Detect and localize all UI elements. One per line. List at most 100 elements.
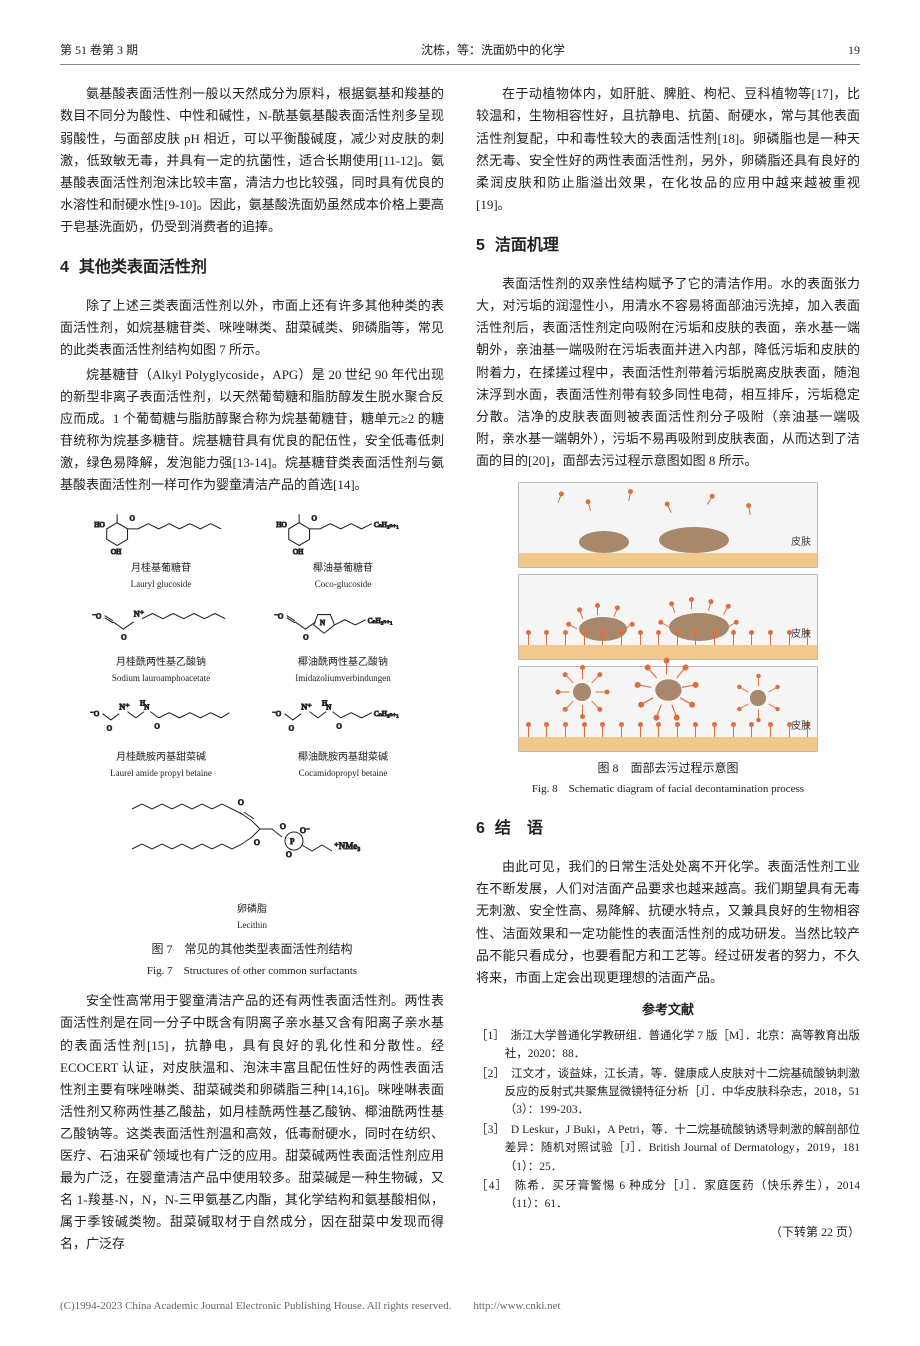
- right-column: 在于动植物体内，如肝脏、脾脏、枸杞、豆科植物等[17]，比较温和，生物相容性好，…: [476, 83, 860, 1257]
- references-list: ［1］ 浙江大学普通化学教研组．普通化学 7 版［M］．北京：高等教育出版社，2…: [476, 1027, 860, 1214]
- fig8-skin-label-3: 皮肤: [791, 718, 811, 735]
- chem-sketch-icon: ⁻O O N⁺: [78, 600, 244, 652]
- fig8-panel-1: 皮肤: [518, 482, 818, 568]
- chem-sketch-icon: HO O OH: [78, 506, 244, 558]
- fig7-struct-5: ⁻O O N⁺ H N O CₙH₂ₙ₊₁ 椰油酰胺丙基甜菜碱: [260, 695, 426, 781]
- fig7-struct-4: ⁻O O N⁺ H N O 月桂酰胺丙基甜菜碱 Laurel amide pro…: [78, 695, 244, 781]
- fig7-struct-6-cn: 卵磷脂: [78, 901, 426, 918]
- svg-text:CₙH₂ₙ₊₁: CₙH₂ₙ₊₁: [374, 521, 399, 529]
- fig8-panel-2: 皮肤: [518, 574, 818, 660]
- svg-text:N⁺: N⁺: [134, 610, 144, 619]
- page-header: 第 51 卷第 3 期 沈栋，等：洗面奶中的化学 19: [60, 40, 860, 65]
- fig7-struct-2: ⁻O O N⁺ 月桂酰两性基乙酸钠 Sodium lauroamphoaceta…: [78, 600, 244, 686]
- svg-text:N: N: [326, 703, 332, 711]
- fig8-schematic: 皮肤: [518, 482, 818, 752]
- section-4-heading: 4 其他类表面活性剂: [60, 254, 444, 281]
- page-footer: (C)1994-2023 China Academic Journal Elec…: [60, 1287, 860, 1316]
- fig8-skin: [519, 737, 817, 751]
- svg-text:CₙH₂ₙ₊₁: CₙH₂ₙ₊₁: [374, 709, 399, 717]
- svg-text:OH: OH: [293, 548, 304, 556]
- para-amphoteric: 安全性高常用于婴童清洁产品的还有两性表面活性剂。两性表面活性剂是在同一分子中既含…: [60, 990, 444, 1255]
- fig7-struct-6-en: Lecithin: [78, 918, 426, 933]
- svg-text:O: O: [155, 722, 160, 730]
- svg-text:O: O: [254, 838, 260, 847]
- fig7-caption-cn: 图 7 常见的其他类型表面活性剂结构: [60, 939, 444, 959]
- fig7-struct-2-en: Sodium lauroamphoacetate: [78, 671, 244, 686]
- fig8-caption-en: Fig. 8 Schematic diagram of facial decon…: [476, 780, 860, 799]
- svg-text:O: O: [238, 798, 244, 807]
- chem-sketch-icon: HO O CₙH₂ₙ₊₁ OH: [260, 506, 426, 558]
- svg-text:O: O: [121, 634, 126, 642]
- header-issue: 第 51 卷第 3 期: [60, 40, 138, 60]
- svg-text:⁺NMe₃: ⁺NMe₃: [334, 841, 360, 851]
- section-6-title: 结 语: [495, 820, 543, 837]
- chem-sketch-icon: ⁻O O N⁺ H N O CₙH₂ₙ₊₁: [260, 695, 426, 747]
- svg-text:O: O: [312, 515, 317, 523]
- fig7-struct-1: HO O CₙH₂ₙ₊₁ OH 椰油基葡糖苷 Coco-glucoside: [260, 506, 426, 592]
- fig8-skin: [519, 553, 817, 567]
- svg-text:⁻O: ⁻O: [92, 613, 101, 621]
- chem-sketch-icon: ⁻O O N CₙH₂ₙ₊₁: [260, 600, 426, 652]
- svg-text:O: O: [130, 515, 135, 523]
- svg-text:⁻O: ⁻O: [272, 709, 281, 717]
- section-4-title: 其他类表面活性剂: [79, 259, 207, 276]
- section-4-num: 4: [60, 259, 69, 276]
- fig8-skin-label-2: 皮肤: [791, 626, 811, 643]
- svg-text:OH: OH: [111, 548, 122, 556]
- left-column: 氨基酸表面活性剂一般以天然成分为原料，根据氨基和羧基的数目不同分为酸性、中性和碱…: [60, 83, 444, 1257]
- svg-text:N: N: [144, 703, 150, 711]
- svg-text:N⁺: N⁺: [119, 702, 129, 711]
- section-5-heading: 5 洁面机理: [476, 232, 860, 259]
- fig7-struct-3-en: Imidazoliumverbindungen: [260, 671, 426, 686]
- fig8-skin: [519, 645, 817, 659]
- svg-text:CₙH₂ₙ₊₁: CₙH₂ₙ₊₁: [368, 617, 393, 625]
- chem-sketch-icon: O O O P O⁻ O ⁺NMe₃: [78, 789, 426, 899]
- fig7-struct-3: ⁻O O N CₙH₂ₙ₊₁ 椰油酰两性基乙酸钠 Imidazoliumverb…: [260, 600, 426, 686]
- sec5-p1: 表面活性剂的双亲性结构赋予了它的清洁作用。水的表面张力大，对污垢的润湿性小，用清…: [476, 273, 860, 472]
- svg-text:O⁻: O⁻: [300, 826, 310, 835]
- fig7-struct-3-cn: 椰油酰两性基乙酸钠: [260, 654, 426, 671]
- fig7-struct-0-en: Lauryl glucoside: [78, 577, 244, 592]
- sec4-p2: 烷基糖苷（Alkyl Polyglycoside，APG）是 20 世纪 90 …: [60, 364, 444, 497]
- fig7-caption-en: Fig. 7 Structures of other common surfac…: [60, 962, 444, 981]
- svg-text:O: O: [337, 722, 342, 730]
- fig7-struct-4-cn: 月桂酰胺丙基甜菜碱: [78, 749, 244, 766]
- section-5-title: 洁面机理: [495, 237, 559, 254]
- fig7-struct-2-cn: 月桂酰两性基乙酸钠: [78, 654, 244, 671]
- svg-text:O: O: [289, 724, 294, 732]
- reference-item: ［1］ 浙江大学普通化学教研组．普通化学 7 版［M］．北京：高等教育出版社，2…: [476, 1027, 860, 1064]
- references-heading: 参考文献: [476, 999, 860, 1021]
- fig7-struct-0-cn: 月桂基葡糖苷: [78, 560, 244, 577]
- section-6-heading: 6 结 语: [476, 815, 860, 842]
- reference-item: ［4］ 陈希．买牙膏警惕 6 种成分［J］．家庭医药（快乐养生），2014（11…: [476, 1177, 860, 1214]
- reference-item: ［2］ 江文才，谈益妹，江长清，等．健康成人皮肤对十二烷基硫酸钠刺激反应的反射式…: [476, 1065, 860, 1120]
- fig7-grid: HO O OH 月桂基葡糖苷 Lauryl glucoside: [78, 506, 426, 933]
- continued-note: （下转第 22 页）: [476, 1222, 860, 1242]
- fig8-panel-3: 皮肤: [518, 666, 818, 752]
- fig7-struct-4-en: Laurel amide propyl betaine: [78, 766, 244, 781]
- fig8-skin-label-1: 皮肤: [791, 534, 811, 551]
- chem-sketch-icon: ⁻O O N⁺ H N O: [78, 695, 244, 747]
- para-amino: 氨基酸表面活性剂一般以天然成分为原料，根据氨基和羧基的数目不同分为酸性、中性和碱…: [60, 83, 444, 238]
- fig7-struct-5-cn: 椰油酰胺丙基甜菜碱: [260, 749, 426, 766]
- svg-text:O: O: [303, 634, 308, 642]
- fig8-caption-cn: 图 8 面部去污过程示意图: [476, 758, 860, 778]
- header-title: 沈栋，等：洗面奶中的化学: [421, 40, 565, 60]
- svg-text:O: O: [286, 850, 292, 859]
- fig7-struct-0: HO O OH 月桂基葡糖苷 Lauryl glucoside: [78, 506, 244, 592]
- section-5-num: 5: [476, 237, 485, 254]
- figure-7: HO O OH 月桂基葡糖苷 Lauryl glucoside: [60, 506, 444, 980]
- figure-8: 皮肤: [476, 482, 860, 799]
- fig7-struct-1-cn: 椰油基葡糖苷: [260, 560, 426, 577]
- sec4-p1: 除了上述三类表面活性剂以外，市面上还有许多其他种类的表面活性剂，如烷基糖苷类、咪…: [60, 295, 444, 361]
- columns: 氨基酸表面活性剂一般以天然成分为原料，根据氨基和羧基的数目不同分为酸性、中性和碱…: [60, 83, 860, 1257]
- section-6-num: 6: [476, 820, 485, 837]
- fig7-struct-6: O O O P O⁻ O ⁺NMe₃: [78, 789, 426, 933]
- svg-text:HO: HO: [94, 521, 105, 529]
- fig7-struct-1-en: Coco-glucoside: [260, 577, 426, 592]
- svg-text:P: P: [290, 837, 295, 846]
- para-cont: 在于动植物体内，如肝脏、脾脏、枸杞、豆科植物等[17]，比较温和，生物相容性好，…: [476, 83, 860, 216]
- sec6-p1: 由此可见，我们的日常生活处处离不开化学。表面活性剂工业在不断发展，人们对洁面产品…: [476, 856, 860, 989]
- reference-item: ［3］ D Leskur，J Buki，A Petri，等．十二烷基硫酸钠诱导刺…: [476, 1121, 860, 1176]
- svg-text:HO: HO: [276, 521, 287, 529]
